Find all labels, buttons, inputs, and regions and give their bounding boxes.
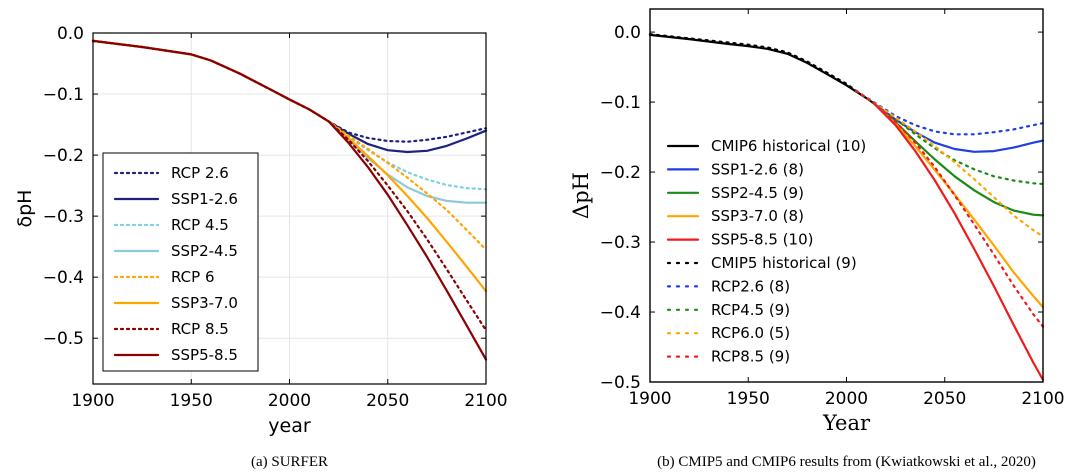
y-tick-label: 0.0	[614, 23, 641, 43]
legend-label-rcp8-5-9: RCP8.5 (9)	[711, 348, 790, 366]
legend-a: RCP 2.6 SSP1-2.6 RCP 4.5 SSP2-4.5 RCP 6 SSP3-…	[102, 152, 259, 372]
chart-surfer: 1900 1950 2000 2050 2100 0.0 −0.1 −0.2 −0.3 −0.4 −…	[14, 24, 508, 470]
series-line-ssp5-8-5-10	[872, 102, 1045, 381]
legend-label-ssp1-2-6-8: SSP1-2.6 (8)	[711, 160, 804, 178]
legend-label-ssp2-4-5: SSP2-4.5	[171, 242, 238, 260]
y-tick-label: −0.3	[600, 233, 641, 253]
series-line-rcp4-5-9	[855, 89, 1045, 186]
y-tick-label: −0.5	[600, 373, 641, 393]
legend-label-ssp5-8-5: SSP5-8.5	[171, 346, 238, 364]
x-tick-label: 2100	[464, 391, 507, 411]
series-line-cmip6-historical-10	[648, 33, 876, 105]
legend-label-rcp-4-5: RCP 4.5	[171, 216, 229, 234]
legend-label-rcp2-6-8: RCP2.6 (8)	[711, 277, 790, 295]
x-tick-label: 1900	[628, 389, 671, 409]
y-tick-label: −0.2	[43, 146, 84, 166]
ticks-b: 1900 1950 2000 2050 2100 0.0 −0.1 −0.2 −0.3 −0.4 −…	[600, 9, 1065, 409]
x-tick-label: 2050	[366, 391, 409, 411]
ticks-a: 1900 1950 2000 2050 2100 0.0 −0.1 −0.2 −0.3 −0.4 −…	[43, 24, 508, 411]
series-line-ssp1-2-6-8	[872, 102, 1045, 153]
x-tick-label: 2050	[923, 389, 966, 409]
y-tick-label: 0.0	[57, 24, 84, 44]
x-tick-label: 2000	[825, 389, 868, 409]
y-tick-label: −0.1	[43, 85, 84, 105]
legend-label-cmip5-historical-9: CMIP5 historical (9)	[711, 254, 857, 272]
x-tick-label: 1950	[727, 389, 770, 409]
caption-a: (a) SURFER	[251, 454, 328, 470]
y-axis-label-a: δpH	[14, 190, 36, 228]
x-tick-label: 2100	[1021, 389, 1064, 409]
legend-label-rcp-2-6: RCP 2.6	[171, 164, 229, 182]
caption-b: (b) CMIP5 and CMIP6 results from (Kwiatk…	[657, 454, 1036, 470]
legend-label-rcp6-0-5: RCP6.0 (5)	[711, 324, 790, 342]
series-line-rcp2-6-8	[855, 89, 1045, 136]
x-tick-label: 1950	[170, 391, 213, 411]
x-axis-label-b: Year	[822, 411, 871, 435]
series-line-ssp3-7-0-8	[872, 102, 1045, 309]
y-tick-label: −0.4	[600, 303, 641, 323]
legend-label-rcp-6: RCP 6	[171, 268, 215, 286]
series-group-b	[648, 33, 1045, 381]
x-tick-label: 2000	[268, 391, 311, 411]
legend-label-cmip6-historical-10: CMIP6 historical (10)	[711, 137, 866, 155]
legend-label-rcp4-5-9: RCP4.5 (9)	[711, 301, 790, 319]
y-tick-label: −0.5	[43, 329, 84, 349]
series-line-rcp8-5-9	[855, 89, 1045, 328]
legend-label-ssp1-2-6: SSP1-2.6	[171, 190, 238, 208]
legend-label-rcp-8-5: RCP 8.5	[171, 320, 229, 338]
y-axis-label-b: ΔpH	[569, 172, 593, 219]
series-line-ssp5-8-5	[91, 39, 488, 361]
legend-label-ssp3-7-0: SSP3-7.0	[171, 294, 238, 312]
legend-label-ssp2-4-5-9: SSP2-4.5 (9)	[711, 184, 804, 202]
y-tick-label: −0.4	[43, 268, 84, 288]
series-line-rcp6-0-5	[855, 89, 1045, 238]
x-tick-label: 1900	[71, 391, 114, 411]
legend-frame	[102, 152, 259, 372]
legend-label-ssp5-8-5-10: SSP5-8.5 (10)	[711, 231, 813, 249]
chart-cmip: 1900 1950 2000 2050 2100 0.0 −0.1 −0.2 −0.3 −0.4 −…	[569, 8, 1065, 470]
y-tick-label: −0.3	[43, 207, 84, 227]
y-tick-label: −0.1	[600, 93, 641, 113]
x-axis-label-a: year	[268, 415, 311, 437]
legend-label-ssp3-7-0-8: SSP3-7.0 (8)	[711, 207, 804, 225]
series-group-a	[91, 39, 488, 361]
legend-b: CMIP6 historical (10) SSP1-2.6 (8) SSP2-4.…	[666, 137, 866, 366]
series-line-cmip5-historical-9	[648, 33, 858, 92]
y-tick-label: −0.2	[600, 163, 641, 183]
